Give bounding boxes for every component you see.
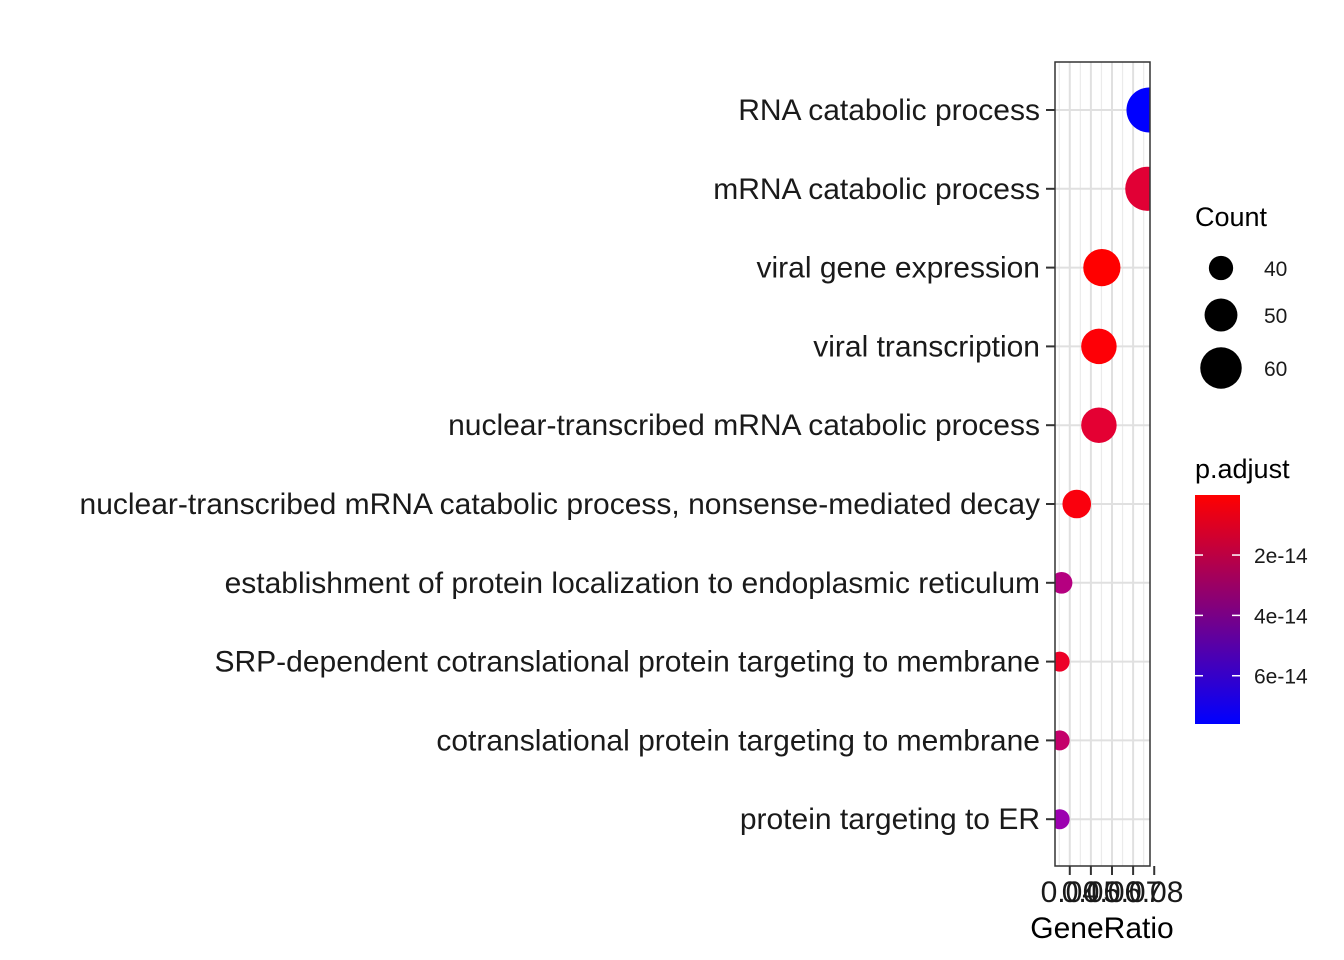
data-point — [1081, 328, 1117, 365]
p-adjust-legend-label: 4e-14 — [1254, 605, 1308, 628]
p-adjust-legend: p.adjust 2e-14 4e-14 6e-14 — [1195, 454, 1308, 724]
data-point — [1062, 489, 1092, 519]
data-point — [1083, 249, 1121, 287]
count-legend-key — [1208, 255, 1234, 281]
data-point — [1126, 87, 1150, 133]
category-label: nuclear-transcribed mRNA catabolic proce… — [448, 409, 1040, 442]
p-adjust-colorbar — [1195, 495, 1240, 724]
category-label: RNA catabolic process — [738, 94, 1040, 127]
data-point — [1081, 407, 1117, 443]
category-label: protein targeting to ER — [740, 803, 1040, 836]
count-legend-label: 40 — [1264, 258, 1287, 281]
data-point — [1055, 809, 1070, 830]
p-adjust-legend-label: 6e-14 — [1254, 666, 1308, 689]
count-legend-label: 60 — [1264, 358, 1287, 381]
count-legend-title: Count — [1195, 202, 1268, 232]
x-tick-label: 0.04 — [1041, 876, 1099, 909]
x-axis-title: GeneRatio — [1030, 912, 1173, 945]
panel-border — [1054, 61, 1151, 867]
count-legend-label: 50 — [1264, 305, 1287, 328]
data-point — [1055, 651, 1070, 672]
category-label: establishment of protein localization to… — [225, 567, 1040, 600]
y-axis: RNA catabolic process mRNA catabolic proc… — [80, 94, 1055, 836]
count-legend: Count 40 50 60 — [1195, 202, 1287, 389]
x-tick-label: 0.07 — [1104, 876, 1162, 909]
category-label: nuclear-transcribed mRNA catabolic proce… — [80, 488, 1040, 521]
category-label: mRNA catabolic process — [713, 173, 1040, 206]
data-point — [1055, 730, 1070, 751]
panel-border-layer — [1054, 61, 1151, 867]
p-adjust-legend-title: p.adjust — [1195, 454, 1290, 484]
category-label: SRP-dependent cotranslational protein ta… — [215, 646, 1041, 679]
p-adjust-legend-label: 2e-14 — [1254, 545, 1308, 568]
category-label: viral transcription — [813, 330, 1040, 363]
count-legend-key — [1200, 347, 1242, 389]
data-point — [1125, 166, 1150, 211]
count-legend-key — [1204, 298, 1238, 332]
x-tick-label: 0.05 — [1062, 876, 1120, 909]
x-axis: 0.040.050.060.070.08 — [1041, 866, 1183, 909]
x-tick-label: 0.08 — [1125, 876, 1183, 909]
category-label: cotranslational protein targeting to mem… — [436, 724, 1040, 757]
category-label: viral gene expression — [757, 252, 1041, 285]
data-point — [1055, 571, 1073, 594]
x-tick-label: 0.06 — [1083, 876, 1141, 909]
data-points — [1055, 87, 1150, 830]
